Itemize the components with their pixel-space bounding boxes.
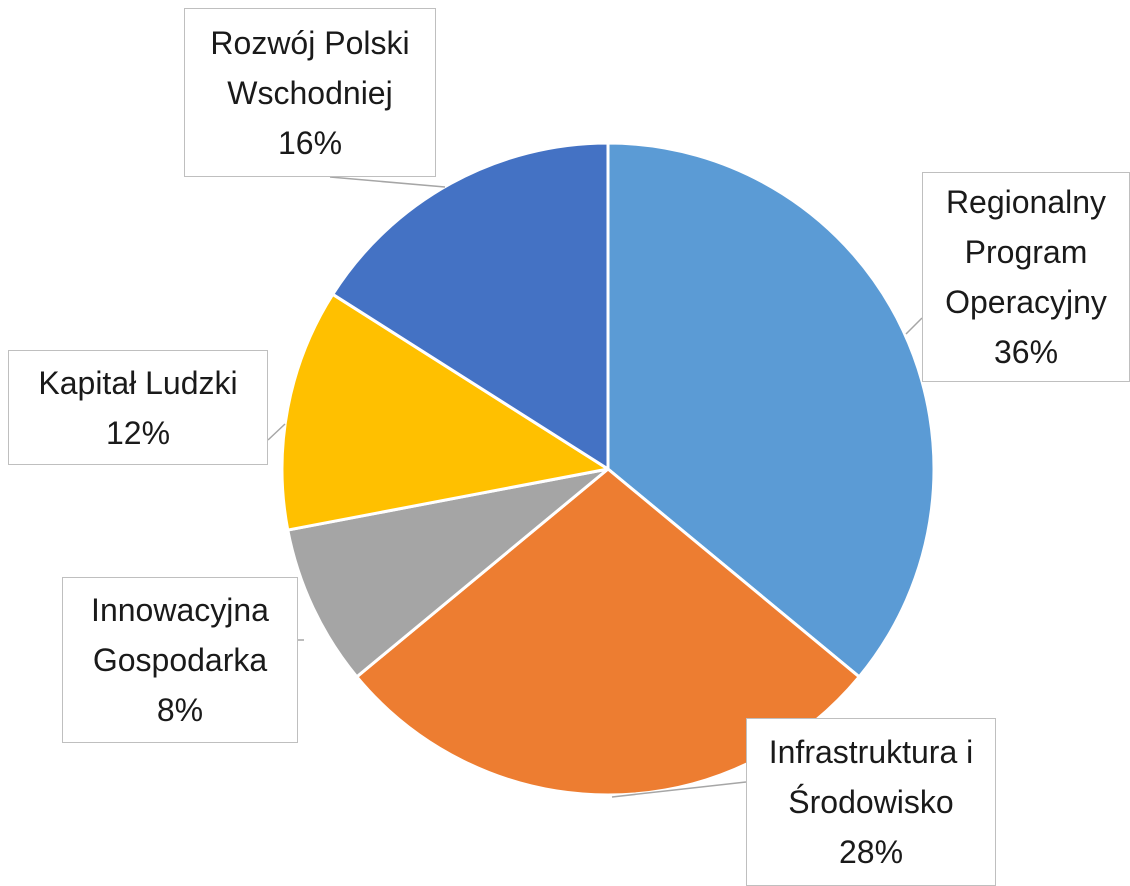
label-value: 12%	[105, 414, 171, 451]
pie-slice	[606, 141, 936, 679]
pie-slice	[286, 467, 610, 679]
label-category: Infrastruktura i Środowisko	[768, 734, 974, 820]
pie-slice	[280, 292, 610, 532]
label-value: 28%	[838, 834, 904, 870]
label-value: 16%	[277, 124, 343, 161]
leader-line	[329, 176, 446, 188]
label-value: 8%	[156, 692, 204, 728]
leader-lines	[267, 176, 923, 798]
pie-slice	[331, 141, 610, 471]
label-category: Rozwój Polski Wschodniej	[210, 24, 410, 111]
leader-line	[611, 781, 747, 798]
label-category: Regionalny Program Operacyjny	[945, 184, 1107, 320]
data-label: Kapitał Ludzki 12%	[8, 350, 268, 465]
leader-line	[267, 423, 286, 441]
label-category: Kapitał Ludzki	[38, 364, 238, 401]
data-label: Regionalny Program Operacyjny 36%	[922, 172, 1130, 382]
data-label: Infrastruktura i Środowisko 28%	[746, 718, 996, 886]
data-label: Innowacyjna Gospodarka 8%	[62, 577, 298, 743]
pie	[280, 141, 936, 797]
leader-line	[905, 317, 923, 335]
data-label: Rozwój Polski Wschodniej 16%	[184, 8, 436, 177]
label-category: Innowacyjna Gospodarka	[91, 592, 269, 678]
label-value: 36%	[993, 334, 1059, 370]
